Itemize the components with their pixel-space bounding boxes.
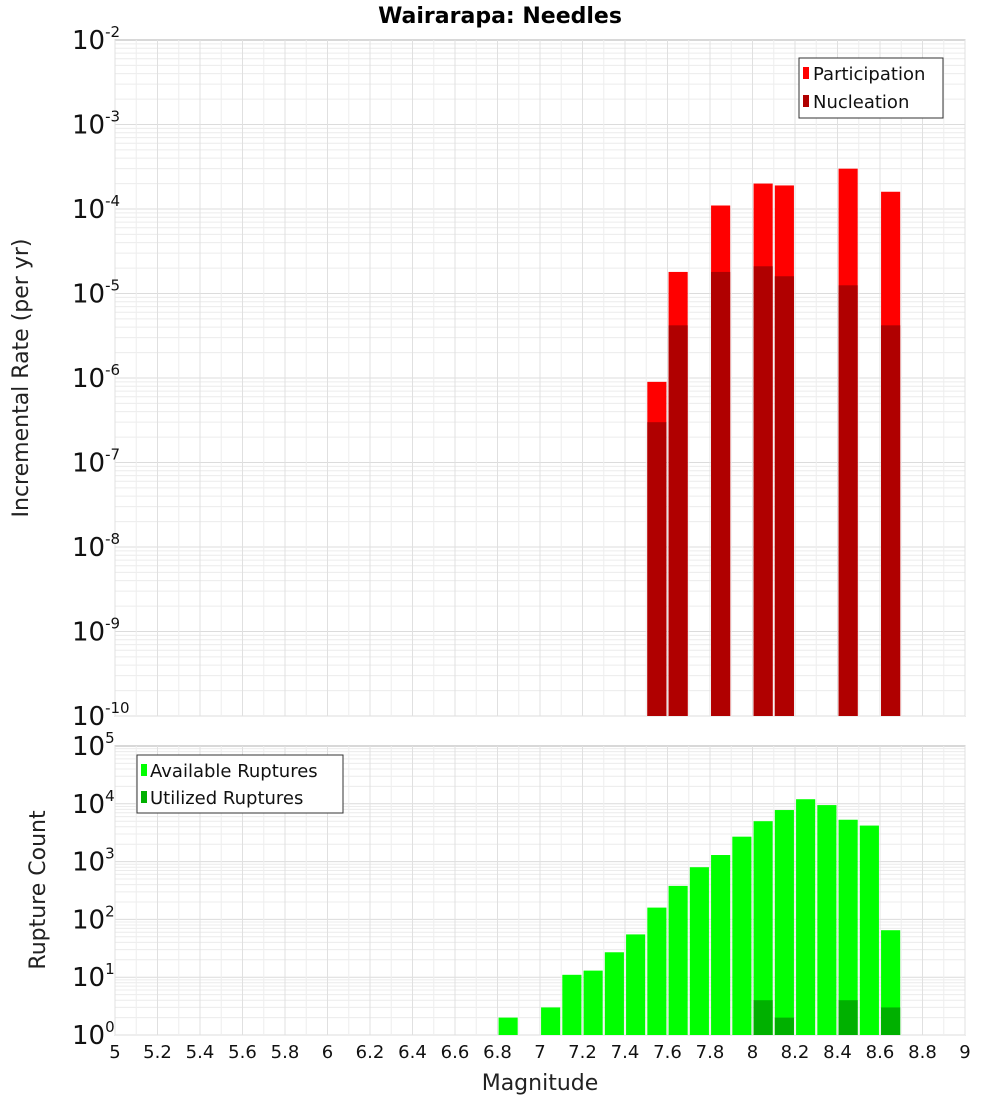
- x-tick-label: 9: [959, 1042, 970, 1063]
- legend-box-bottom: [136, 754, 344, 814]
- bar-utilized-ruptures: [881, 1007, 901, 1035]
- grid-top: [114, 40, 966, 717]
- panel-rupture-count: 100 101 102 103 104 105 Rupture Count Availab…: [26, 729, 966, 1051]
- x-tick-label: 7.6: [653, 1042, 682, 1063]
- x-axis-label: Magnitude: [482, 1071, 599, 1096]
- bars-bottom: [498, 799, 901, 1035]
- legend-swatch-available: [141, 764, 147, 776]
- y-tick-label: 104: [72, 787, 115, 820]
- x-tick-label: 8.4: [823, 1042, 852, 1063]
- bar-available-ruptures: [796, 799, 816, 1035]
- x-tick-label: 6.8: [483, 1042, 512, 1063]
- x-tick-label: 8.2: [781, 1042, 810, 1063]
- x-tick-label: 6.4: [398, 1042, 427, 1063]
- legend-label-available: Available Ruptures: [150, 761, 318, 782]
- y-ticks-top: 10-10 10-9 10-8 10-7 10-6 10-5 10-4 10-3 10-2: [72, 23, 130, 732]
- bar-available-ruptures: [753, 821, 773, 1035]
- x-tick-label: 7.2: [568, 1042, 597, 1063]
- y-tick-label: 10-8: [72, 530, 120, 563]
- legend-swatch-utilized: [141, 791, 147, 803]
- x-tick-label: 7: [534, 1042, 545, 1063]
- bar-utilized-ruptures: [753, 1000, 773, 1035]
- bar-nucleation: [711, 271, 731, 716]
- y-tick-label: 10-10: [72, 699, 130, 732]
- y-tick-label: 10-2: [72, 23, 120, 56]
- bar-available-ruptures: [668, 885, 688, 1035]
- x-tick-label: 6: [322, 1042, 333, 1063]
- y-axis-label-top: Incremental Rate (per yr): [9, 239, 34, 518]
- y-tick-label: 105: [72, 729, 115, 762]
- x-tick-label: 5.2: [143, 1042, 172, 1063]
- x-ticks: 5 5.2 5.4 5.6 5.8 6 6.2 6.4 6.6 6.8 7 7.2 7.4 7.6 7.8 8…: [109, 1042, 970, 1063]
- panel-incremental-rate: 10-10 10-9 10-8 10-7 10-6 10-5 10-4 10-3 10-2 In…: [9, 23, 966, 732]
- y-tick-label: 10-3: [72, 108, 120, 141]
- legend-box-top: [798, 57, 944, 119]
- bar-available-ruptures: [626, 934, 646, 1035]
- legend-swatch-participation: [803, 67, 809, 79]
- legend-swatch-nucleation: [803, 95, 809, 107]
- bars-top: [647, 168, 901, 717]
- bar-nucleation: [838, 285, 858, 716]
- bar-available-ruptures: [774, 810, 794, 1035]
- x-tick-label: 7.4: [611, 1042, 640, 1063]
- x-tick-label: 7.8: [696, 1042, 725, 1063]
- legend-label-participation: Participation: [813, 64, 925, 85]
- x-tick-label: 6.2: [356, 1042, 385, 1063]
- legend-label-nucleation: Nucleation: [813, 92, 909, 113]
- bar-available-ruptures: [689, 867, 709, 1035]
- bar-nucleation: [774, 276, 794, 716]
- legend-label-utilized: Utilized Ruptures: [150, 788, 303, 809]
- bar-available-ruptures: [541, 1007, 561, 1035]
- y-axis-label-bottom: Rupture Count: [26, 810, 51, 970]
- y-tick-label: 10-5: [72, 277, 120, 310]
- bar-available-ruptures: [817, 805, 837, 1035]
- chart-title: Wairarapa: Needles: [378, 4, 622, 29]
- bar-utilized-ruptures: [774, 1017, 794, 1035]
- x-tick-label: 5: [109, 1042, 120, 1063]
- legend-bottom: Available Ruptures Utilized Ruptures: [136, 754, 344, 814]
- x-tick-label: 5.4: [186, 1042, 215, 1063]
- bar-nucleation: [881, 325, 901, 716]
- bar-nucleation: [668, 325, 688, 716]
- x-tick-label: 8.6: [866, 1042, 895, 1063]
- y-tick-label: 103: [72, 845, 115, 878]
- legend-top: Participation Nucleation: [798, 57, 944, 119]
- x-tick-label: 5.6: [228, 1042, 257, 1063]
- x-tick-label: 6.6: [441, 1042, 470, 1063]
- bar-available-ruptures: [647, 907, 667, 1035]
- bar-available-ruptures: [732, 836, 752, 1035]
- x-tick-label: 5.8: [271, 1042, 300, 1063]
- y-tick-label: 10-7: [72, 446, 120, 479]
- x-tick-label: 8.8: [908, 1042, 937, 1063]
- bar-nucleation: [647, 422, 667, 716]
- y-tick-label: 102: [72, 902, 115, 935]
- bar-available-ruptures: [859, 825, 879, 1035]
- bar-available-ruptures: [711, 855, 731, 1035]
- y-tick-label: 10-9: [72, 615, 120, 648]
- bar-available-ruptures: [838, 819, 858, 1035]
- bar-available-ruptures: [498, 1017, 518, 1035]
- bar-nucleation: [753, 266, 773, 716]
- bar-available-ruptures: [583, 970, 603, 1035]
- y-ticks-bottom: 100 101 102 103 104 105: [72, 729, 115, 1051]
- y-tick-label: 101: [72, 960, 115, 993]
- y-tick-label: 100: [72, 1018, 115, 1051]
- bar-available-ruptures: [604, 952, 624, 1035]
- bar-available-ruptures: [562, 974, 582, 1035]
- y-tick-label: 10-6: [72, 361, 120, 394]
- x-tick-label: 8: [747, 1042, 758, 1063]
- y-tick-label: 10-4: [72, 192, 120, 225]
- bar-utilized-ruptures: [838, 1000, 858, 1035]
